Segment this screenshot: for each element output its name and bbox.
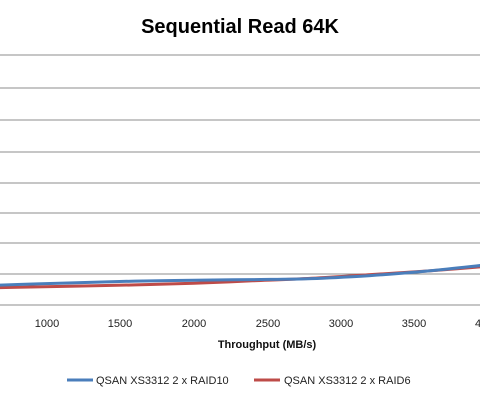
x-axis-label: Throughput (MB/s) bbox=[218, 339, 317, 351]
series-line-raid10 bbox=[0, 264, 480, 287]
legend: QSAN XS3312 2 x RAID10 QSAN XS3312 2 x R… bbox=[67, 375, 411, 387]
x-tick-label-3: 2500 bbox=[256, 318, 280, 330]
legend-label-raid6: QSAN XS3312 2 x RAID6 bbox=[284, 375, 411, 387]
x-tick-labels: 1000 1500 2000 2500 3000 3500 4 bbox=[35, 318, 480, 330]
series-line-raid6 bbox=[0, 265, 480, 290]
chart-title: Sequential Read 64K bbox=[141, 16, 339, 38]
x-tick-label-4: 3000 bbox=[329, 318, 353, 330]
gridlines bbox=[0, 54, 480, 306]
x-tick-label-5: 3500 bbox=[402, 318, 426, 330]
x-tick-label-1: 1500 bbox=[108, 318, 132, 330]
legend-label-raid10: QSAN XS3312 2 x RAID10 bbox=[96, 375, 229, 387]
x-tick-label-6: 4 bbox=[475, 318, 480, 330]
x-tick-label-0: 1000 bbox=[35, 318, 59, 330]
x-tick-label-2: 2000 bbox=[182, 318, 206, 330]
series-layer bbox=[0, 264, 480, 290]
